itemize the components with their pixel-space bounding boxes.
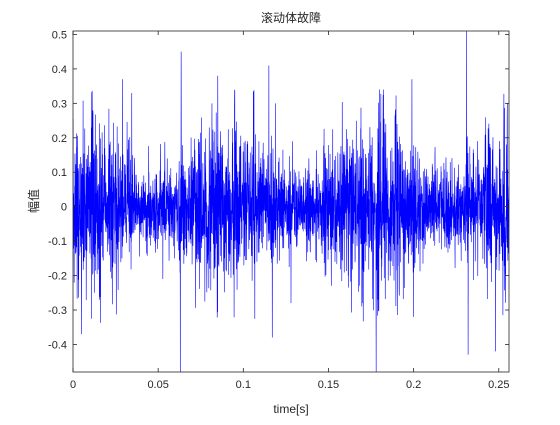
x-axis-label: time[s]: [273, 402, 308, 416]
x-tick-label: 0.05: [147, 379, 168, 391]
y-tick-label: 0.5: [52, 29, 67, 41]
y-tick-label: -0.4: [48, 339, 67, 351]
axes-layer: [72, 30, 510, 373]
signal-layer: [73, 31, 509, 372]
ticks-layer: 0 0.05 0.1 0.15 0.2 0.25 -0.4 -0.3 -0.2 -0.1 0 0.1 0…: [48, 29, 509, 391]
y-tick-label: -0.3: [48, 305, 67, 317]
y-tick-label: 0.3: [52, 98, 67, 110]
chart-title: 滚动体故障: [261, 10, 321, 25]
y-tick-label: -0.2: [48, 271, 67, 283]
x-tick-label: 0.1: [236, 379, 251, 391]
x-tick-label: 0.15: [318, 379, 339, 391]
x-tick-label: 0.25: [488, 379, 509, 391]
y-tick-label: -0.1: [48, 236, 67, 248]
x-tick-label: 0.2: [406, 379, 421, 391]
y-tick-label: 0.1: [52, 167, 67, 179]
axes-frame: [72, 30, 510, 373]
signal-line: [73, 31, 509, 372]
y-axis-label: 幅值: [26, 189, 41, 213]
x-tick-label: 0: [70, 379, 76, 391]
y-tick-label: 0.2: [52, 133, 67, 145]
y-tick-label: 0.4: [52, 64, 67, 76]
y-tick-label: 0: [61, 202, 67, 214]
